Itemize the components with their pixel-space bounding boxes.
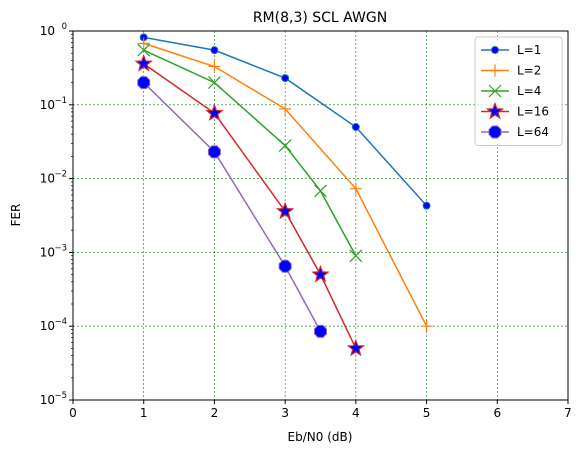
axes-frame	[72, 30, 569, 401]
x-tick-label: 0	[69, 406, 77, 420]
data-point	[137, 37, 150, 50]
legend-label: L=64	[517, 125, 549, 139]
y-tick-label: 10	[40, 172, 55, 186]
legend-marker	[485, 101, 505, 120]
legend-marker	[491, 46, 499, 54]
legend: L=1 L=2 L=4 L=16 L=64	[474, 36, 563, 146]
legend-marker	[489, 64, 501, 77]
legend-marker	[488, 84, 502, 98]
legend-marker	[488, 125, 502, 139]
series-l-16	[134, 54, 366, 357]
series-line	[143, 82, 322, 332]
data-point	[208, 60, 221, 73]
data-point	[313, 324, 328, 338]
series-l-4	[137, 43, 363, 263]
data-point	[278, 259, 292, 273]
y-tick-exponent: −5	[54, 391, 67, 401]
chart-title: RM(8,3) SCL AWGN	[253, 10, 387, 26]
y-tick-base: 10	[40, 98, 55, 112]
y-tick-label: 10	[40, 393, 55, 407]
legend-label: L=16	[517, 105, 549, 119]
data-point	[351, 123, 360, 132]
data-point	[205, 103, 224, 122]
x-tick-label: 1	[140, 406, 148, 420]
x-tick-label: 6	[493, 406, 501, 420]
y-tick-exponent: −1	[54, 96, 67, 106]
data-point	[422, 201, 431, 210]
y-tick-exponent: −4	[54, 317, 67, 327]
y-tick-exponent: −3	[54, 243, 67, 253]
data-point	[275, 201, 295, 220]
legend-label: L=2	[517, 64, 541, 78]
y-tick-base: 10	[40, 393, 55, 407]
x-tick-label: 4	[352, 406, 360, 420]
y-tick-exponent: 0	[62, 22, 67, 32]
legend-label: L=1	[517, 43, 541, 57]
y-axis-label: FER	[9, 204, 23, 227]
data-point	[137, 76, 151, 90]
x-tick-label: 2	[211, 406, 219, 420]
legend-entry: L=4	[481, 84, 541, 98]
data-point	[207, 145, 221, 159]
y-tick-label: 10	[40, 319, 55, 333]
legend-entry: L=2	[481, 64, 541, 78]
y-tick-base: 10	[40, 24, 55, 38]
legend-box	[474, 36, 563, 146]
x-tick-label: 5	[423, 406, 431, 420]
x-tick-label: 3	[281, 406, 289, 420]
y-tick-label: 10	[40, 24, 55, 38]
y-tick-base: 10	[40, 319, 55, 333]
legend-entry: L=64	[481, 125, 549, 139]
y-tick-exponent: −2	[54, 170, 67, 180]
data-point	[281, 74, 290, 83]
legend-entry: L=1	[481, 43, 541, 57]
legend-entry: L=16	[481, 101, 549, 120]
data-point	[349, 249, 363, 263]
x-tick-label: 7	[564, 406, 572, 420]
data-point	[349, 182, 362, 195]
data-point	[137, 43, 151, 57]
series-layer	[134, 33, 433, 357]
y-tick-base: 10	[40, 172, 55, 186]
y-tick-base: 10	[40, 245, 55, 259]
data-point	[346, 338, 366, 357]
series-l-2	[137, 37, 433, 333]
data-point	[134, 54, 153, 72]
data-point	[279, 102, 292, 115]
data-point	[314, 184, 327, 198]
series-l-64	[137, 76, 328, 338]
x-axis-label: Eb/N0 (dB)	[288, 430, 353, 444]
data-point	[278, 139, 292, 153]
data-point	[210, 46, 219, 55]
legend-label: L=4	[517, 84, 541, 98]
data-point	[420, 320, 433, 333]
y-tick-label: 10	[40, 245, 55, 259]
data-point	[311, 264, 330, 283]
series-l-1	[139, 33, 431, 210]
y-tick-label: 10	[40, 98, 55, 112]
data-point	[208, 76, 221, 90]
